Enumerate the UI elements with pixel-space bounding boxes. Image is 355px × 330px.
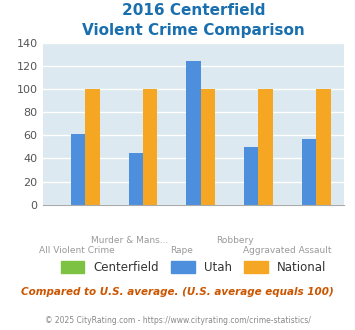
Text: Robbery: Robbery [216, 236, 253, 245]
Bar [186, 61, 201, 205]
Text: © 2025 CityRating.com - https://www.cityrating.com/crime-statistics/: © 2025 CityRating.com - https://www.city… [45, 315, 310, 325]
Text: Rape: Rape [170, 246, 193, 255]
Bar [129, 152, 143, 205]
Bar [258, 89, 273, 205]
Text: Aggravated Assault: Aggravated Assault [243, 246, 332, 255]
Title: 2016 Centerfield
Violent Crime Comparison: 2016 Centerfield Violent Crime Compariso… [82, 3, 305, 38]
Bar [244, 147, 258, 205]
Legend: Centerfield, Utah, National: Centerfield, Utah, National [56, 256, 331, 278]
Bar [143, 89, 157, 205]
Bar [201, 89, 215, 205]
Text: All Violent Crime: All Violent Crime [39, 246, 115, 255]
Text: Compared to U.S. average. (U.S. average equals 100): Compared to U.S. average. (U.S. average … [21, 287, 334, 297]
Bar [71, 134, 85, 205]
Bar [85, 89, 100, 205]
Bar [302, 139, 316, 205]
Bar [316, 89, 331, 205]
Text: Murder & Mans...: Murder & Mans... [91, 236, 168, 245]
